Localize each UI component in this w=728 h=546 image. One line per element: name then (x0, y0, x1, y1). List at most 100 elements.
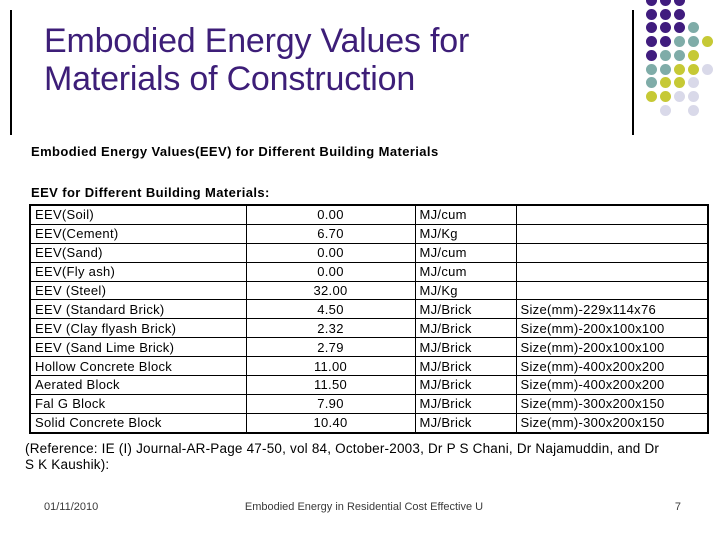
decorative-dot (674, 36, 685, 48)
decorative-dot (688, 36, 699, 48)
cell-unit: MJ/Brick (414, 412, 517, 434)
cell-value: 2.32 (245, 318, 416, 339)
footer-date: 01/11/2010 (44, 501, 99, 513)
decorative-dot (674, 22, 685, 34)
cell-material: EEV (Standard Brick) (29, 299, 247, 320)
cell-size (515, 204, 709, 225)
cell-material: Aerated Block (29, 375, 247, 395)
decorative-dot (674, 49, 685, 61)
cell-material: EEV(Sand) (29, 242, 247, 263)
decorative-dot (646, 90, 657, 102)
table-row: EEV (Sand Lime Brick) 2.79 MJ/Brick Size(mm… (29, 337, 709, 358)
cell-unit: MJ/Brick (414, 393, 517, 414)
decorative-dot (688, 49, 699, 61)
table-row: EEV(Soil) 0.00 MJ/cum (29, 204, 709, 225)
cell-value: 32.00 (245, 280, 416, 301)
decorative-dot (674, 77, 685, 89)
slide-title-line1: Embodied Energy Values for (44, 22, 470, 60)
cell-value: 0.00 (245, 204, 416, 225)
reference-text: (Reference: IE (I) Journal-AR-Page 47-50… (25, 441, 725, 472)
cell-material: EEV(Cement) (29, 223, 247, 244)
accent-line-left (10, 10, 12, 135)
cell-material: EEV(Fly ash) (29, 261, 247, 282)
cell-material: Solid Concrete Block (29, 412, 247, 434)
table-row: Fal G Block 7.90 MJ/Brick Size(mm)-300x200x… (29, 393, 709, 414)
cell-value: 11.00 (245, 356, 416, 377)
decorative-dot (646, 8, 657, 20)
decorative-dot (660, 63, 671, 75)
cell-value: 4.50 (245, 299, 416, 320)
cell-value: 10.40 (245, 412, 416, 434)
cell-size: Size(mm)-200x100x100 (515, 318, 709, 339)
cell-size (515, 242, 709, 263)
cell-material: EEV (Clay flyash Brick) (29, 318, 247, 339)
table-row: EEV(Fly ash) 0.00 MJ/cum (29, 261, 709, 282)
decorative-dot (688, 90, 699, 102)
cell-unit: MJ/Brick (414, 356, 517, 377)
table-row: Solid Concrete Block 10.40 MJ/Brick Size(mm… (29, 412, 709, 434)
cell-size: Size(mm)-400x200x200 (515, 375, 709, 395)
cell-material: Hollow Concrete Block (29, 356, 247, 377)
decorative-dot (674, 8, 685, 20)
cell-unit: MJ/Kg (414, 223, 517, 244)
cell-size: Size(mm)-300x200x150 (515, 412, 709, 434)
cell-value: 11.50 (245, 375, 416, 395)
decorative-dot (702, 63, 713, 75)
cell-size: Size(mm)-229x114x76 (515, 299, 709, 320)
decorative-dot (660, 8, 671, 20)
decorative-dot (646, 22, 657, 34)
decorative-dot (660, 49, 671, 61)
cell-value: 6.70 (245, 223, 416, 244)
cell-value: 0.00 (245, 242, 416, 263)
table-row: EEV(Cement) 6.70 MJ/Kg (29, 223, 709, 244)
decorative-dot (646, 36, 657, 48)
decorative-dot (674, 0, 685, 6)
cell-unit: MJ/Brick (414, 337, 517, 358)
footer-doc-title: Embodied Energy in Residential Cost Effe… (244, 501, 484, 513)
subtitle: Embodied Energy Values(EEV) for Differen… (31, 144, 439, 159)
table-row: Aerated Block 11.50 MJ/Brick Size(mm)-400x2… (29, 375, 709, 395)
table-row: EEV (Clay flyash Brick) 2.32 MJ/Brick Size(… (29, 318, 709, 339)
decorative-dot (660, 90, 671, 102)
cell-size: Size(mm)-200x100x100 (515, 337, 709, 358)
cell-size (515, 280, 709, 301)
cell-material: EEV (Sand Lime Brick) (29, 337, 247, 358)
table-row: EEV(Sand) 0.00 MJ/cum (29, 242, 709, 263)
decorative-dot (688, 63, 699, 75)
decorative-dot (646, 63, 657, 75)
cell-unit: MJ/cum (414, 261, 517, 282)
decorative-dot (702, 36, 713, 48)
cell-size (515, 261, 709, 282)
reference-line1: (Reference: IE (I) Journal-AR-Page 47-50… (25, 441, 660, 456)
decorative-dot (646, 0, 657, 6)
cell-material: Fal G Block (29, 393, 247, 414)
cell-unit: MJ/Brick (414, 318, 517, 339)
cell-value: 7.90 (245, 393, 416, 414)
cell-value: 0.00 (245, 261, 416, 282)
dots-decoration (646, 0, 722, 127)
decorative-dot (660, 22, 671, 34)
cell-size (515, 223, 709, 244)
cell-material: EEV(Soil) (29, 204, 247, 225)
decorative-dot (660, 0, 671, 6)
decorative-dot (674, 90, 685, 102)
decorative-dot (688, 22, 699, 34)
decorative-dot (646, 77, 657, 89)
decorative-dot (674, 63, 685, 75)
cell-size: Size(mm)-400x200x200 (515, 356, 709, 377)
decorative-dot (660, 36, 671, 48)
table-row: EEV (Standard Brick) 4.50 MJ/Brick Size(mm)… (29, 299, 709, 320)
cell-size: Size(mm)-300x200x150 (515, 393, 709, 414)
cell-unit: MJ/cum (414, 242, 517, 263)
cell-unit: MJ/Kg (414, 280, 517, 301)
decorative-dot (646, 49, 657, 61)
decorative-dot (688, 77, 699, 89)
reference-line2: S K Kaushik): (25, 456, 110, 472)
eev-table-body: EEV(Soil) 0.00 MJ/cum EEV(Cement) 6.70 MJ/Kg E… (29, 204, 709, 434)
eev-table: EEV(Soil) 0.00 MJ/cum EEV(Cement) 6.70 MJ/Kg E… (29, 204, 709, 434)
footer-page-number: 7 (674, 501, 681, 513)
cell-unit: MJ/cum (414, 204, 517, 225)
decorative-dot (688, 104, 699, 116)
cell-material: EEV (Steel) (29, 280, 247, 301)
